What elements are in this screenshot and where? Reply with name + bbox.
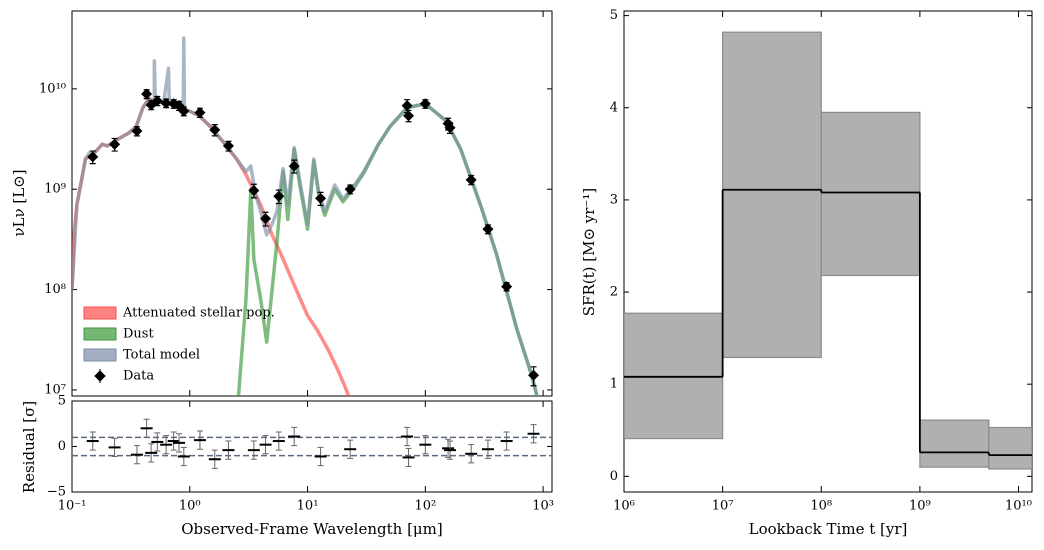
legend-swatch <box>83 348 117 362</box>
data-point <box>109 138 121 150</box>
x-axis-label: Lookback Time t [yr] <box>749 520 908 538</box>
uncertainty-band <box>722 31 822 359</box>
legend-swatch <box>83 306 117 320</box>
x-tick-label: 10² <box>414 499 436 514</box>
x-axis-label: Observed-Frame Wavelength [μm] <box>181 520 443 538</box>
y-tick-label: 2 <box>610 285 618 300</box>
x-tick-label: 10⁹ <box>909 499 931 514</box>
plot-area <box>72 418 552 469</box>
data-point <box>315 192 327 204</box>
data-point <box>222 140 234 152</box>
model-curve <box>72 36 539 396</box>
y-tick-label: 10⁸ <box>44 282 66 297</box>
x-tick-label: 10¹ <box>297 499 319 514</box>
y-tick-label: 5 <box>58 394 66 409</box>
plot-area <box>72 36 540 396</box>
y-tick-label: 4 <box>610 100 618 115</box>
y-tick-label: 1 <box>610 377 618 392</box>
legend-label: Data <box>123 369 154 384</box>
y-axis-label: SFR(t) [M⊙ yr⁻¹] <box>580 188 598 316</box>
data-point <box>260 213 272 225</box>
legend-label: Total model <box>123 348 200 363</box>
data-point <box>209 124 221 136</box>
data-point <box>273 190 285 202</box>
data-point <box>160 97 172 109</box>
data-point <box>419 98 431 110</box>
data-point <box>403 110 415 122</box>
x-tick-label: 10⁰ <box>179 499 201 514</box>
residual-frame <box>71 400 553 493</box>
data-point <box>482 223 494 235</box>
uncertainty-band <box>988 426 1032 470</box>
x-tick-label: 10¹⁰ <box>1005 499 1032 514</box>
uncertainty-band <box>919 419 990 468</box>
x-tick-label: 10⁷ <box>712 499 734 514</box>
data-point <box>141 88 153 100</box>
data-point <box>288 160 300 172</box>
y-tick-label: 0 <box>58 439 66 454</box>
data-point <box>87 151 99 163</box>
uncertainty-band <box>624 312 724 440</box>
uncertainty-band <box>820 111 921 277</box>
data-point <box>178 105 190 117</box>
data-point <box>465 174 477 186</box>
data-point <box>501 281 513 293</box>
data-point <box>344 183 356 195</box>
y-axis-label: νLν [L⊙] <box>10 169 28 236</box>
legend-label: Attenuated stellar pop. <box>122 306 275 321</box>
data-point <box>444 122 456 134</box>
data-point <box>528 369 540 381</box>
y-axis-label: Residual [σ] <box>20 401 38 493</box>
y-tick-label: −5 <box>47 485 66 500</box>
y-tick-label: 5 <box>610 8 618 23</box>
x-tick-label: 10⁻¹ <box>58 499 87 514</box>
legend-label: Dust <box>123 327 154 342</box>
y-tick-label: 10¹⁰ <box>39 81 66 96</box>
sfh-frame <box>623 10 1033 493</box>
sed-frame <box>71 10 553 397</box>
y-tick-label: 3 <box>610 192 618 207</box>
data-point <box>248 185 260 197</box>
y-tick-label: 10⁷ <box>44 382 66 397</box>
y-tick-label: 10⁹ <box>44 182 66 197</box>
data-point <box>131 125 143 137</box>
data-point <box>151 95 163 107</box>
x-tick-label: 10³ <box>532 499 554 514</box>
legend-marker <box>94 369 106 383</box>
x-tick-label: 10⁶ <box>613 499 635 514</box>
data-point <box>194 107 206 119</box>
plot-area <box>624 31 1032 470</box>
data-point <box>401 100 413 112</box>
legend-swatch <box>83 327 117 341</box>
x-tick-label: 10⁸ <box>810 499 832 514</box>
y-tick-label: 0 <box>610 469 618 484</box>
